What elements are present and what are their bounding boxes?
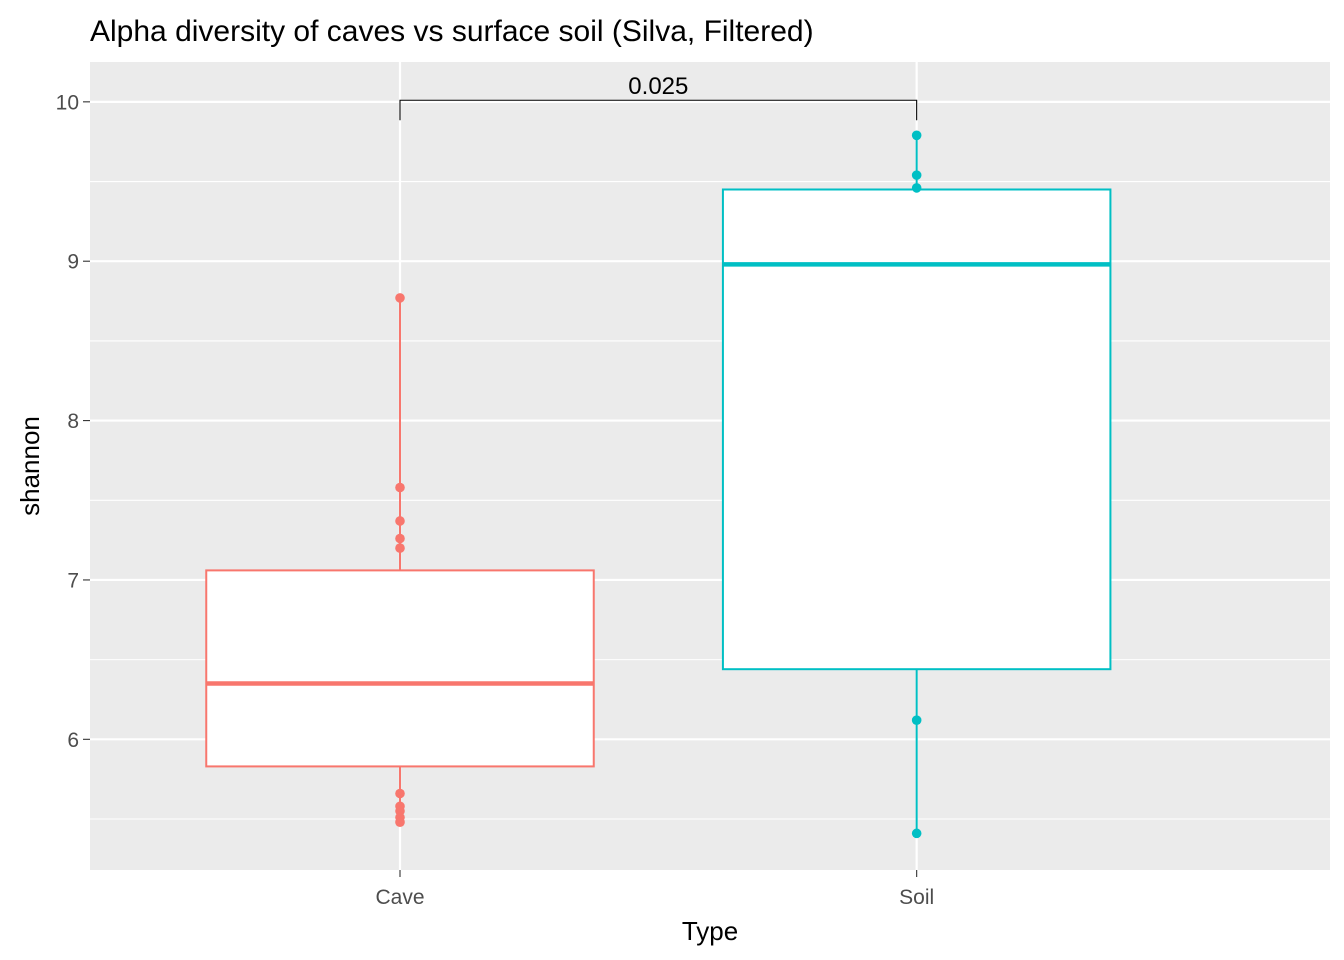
data-point — [395, 788, 405, 799]
significance-bracket — [399, 99, 918, 121]
data-point — [395, 293, 405, 303]
data-point — [395, 482, 405, 493]
data-point — [911, 828, 922, 839]
y-axis-title: shannon — [15, 416, 45, 516]
boxes — [205, 135, 1112, 834]
data-point — [395, 516, 405, 526]
significance-label: 0.025 — [628, 73, 688, 100]
x-tick-label: Soil — [899, 886, 934, 909]
data-point — [911, 130, 922, 141]
chart-title: Alpha diversity of caves vs surface soil… — [90, 15, 814, 48]
y-tick-label: 10 — [56, 91, 79, 114]
data-points — [395, 130, 922, 839]
data-point — [395, 817, 405, 827]
x-axis-title: Type — [682, 916, 738, 946]
box-iqr — [205, 569, 595, 768]
y-tick-label: 7 — [67, 569, 79, 592]
x-axis: Cave Soil — [375, 870, 934, 909]
data-point — [395, 543, 405, 553]
y-tick-label: 6 — [67, 729, 79, 752]
significance-annotations: 0.025 — [399, 73, 918, 121]
y-tick-label: 9 — [67, 251, 79, 274]
data-point — [911, 170, 922, 180]
y-tick-label: 8 — [67, 410, 79, 433]
y-axis: 6 7 8 9 10 — [56, 91, 90, 752]
data-point — [911, 715, 922, 725]
data-point — [395, 533, 405, 544]
box-iqr — [721, 188, 1112, 671]
data-point — [911, 183, 922, 193]
x-tick-label: Cave — [375, 886, 424, 909]
